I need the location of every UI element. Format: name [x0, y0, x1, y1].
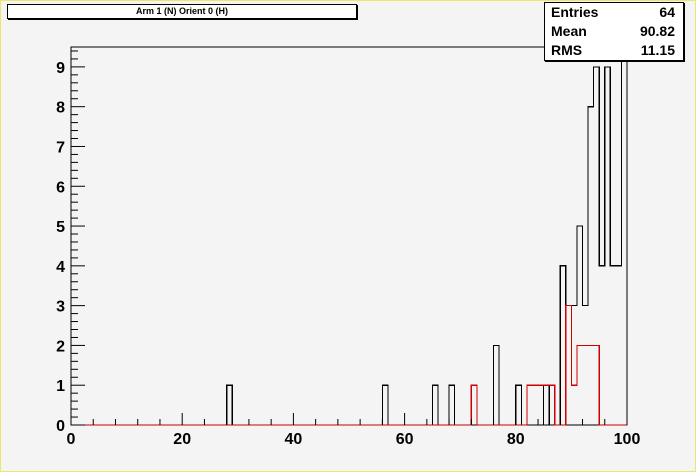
x-tick-label: 80 — [507, 431, 525, 448]
x-tick-label: 40 — [285, 431, 303, 448]
histogram-title-box: Arm 1 (N) Orient 0 (H) — [7, 4, 357, 19]
y-tick-label: 1 — [56, 378, 65, 395]
stat-value: 90.82 — [639, 23, 675, 39]
x-tick-label: 20 — [173, 431, 191, 448]
y-tick-label: 4 — [56, 259, 65, 276]
stat-label: Mean — [551, 23, 587, 39]
stat-value: 11.15 — [640, 42, 675, 58]
x-tick-label: 60 — [396, 431, 414, 448]
x-tick-label: 0 — [67, 431, 76, 448]
x-tick-label: 100 — [614, 431, 641, 448]
y-tick-label: 5 — [56, 219, 65, 236]
stat-row-mean: Mean 90.82 — [545, 22, 683, 41]
histogram-title: Arm 1 (N) Orient 0 (H) — [135, 6, 228, 16]
stat-value: 64 — [659, 4, 675, 20]
stat-label: Entries — [551, 4, 599, 20]
stat-row-rms: RMS 11.15 — [545, 41, 683, 60]
stat-label: RMS — [551, 42, 583, 58]
y-tick-label: 2 — [56, 338, 65, 355]
y-tick-label: 8 — [56, 100, 65, 117]
stat-row-entries: Entries 64 — [545, 3, 683, 22]
y-tick-label: 9 — [56, 60, 65, 77]
y-tick-label: 7 — [56, 139, 65, 156]
stats-box: Entries 64 Mean 90.82 RMS 11.15 — [544, 2, 684, 61]
y-tick-label: 6 — [56, 179, 65, 196]
histogram-series-1 — [71, 305, 627, 426]
y-tick-label: 0 — [56, 418, 65, 435]
y-tick-label: 3 — [56, 299, 65, 316]
plot-frame — [70, 46, 628, 426]
